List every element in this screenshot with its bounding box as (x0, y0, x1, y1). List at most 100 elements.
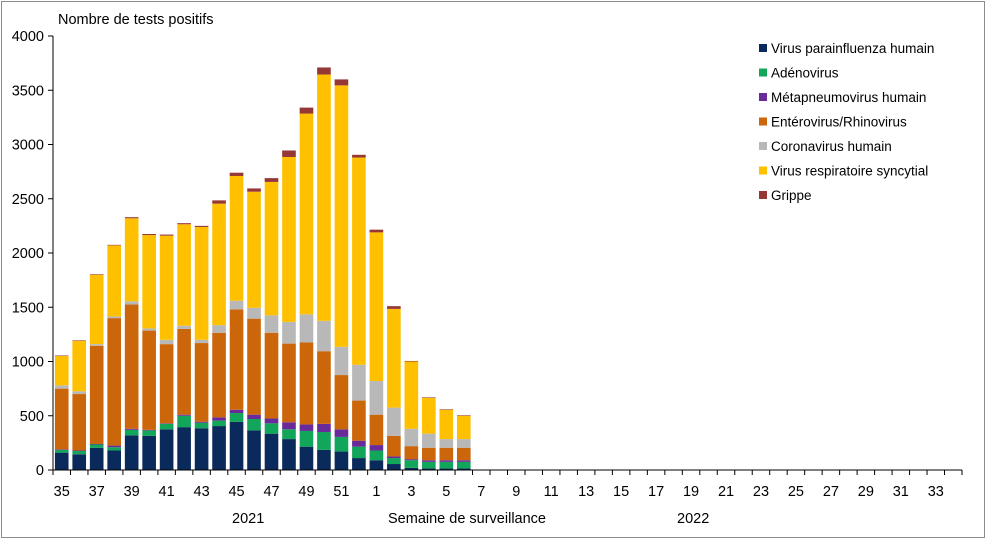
bar-segment-s1-w45 (229, 413, 244, 422)
legend-label: Virus parainfluenza humain (771, 41, 934, 56)
bar-segment-s1-w48 (282, 429, 296, 440)
bar-segment-s6-w5 (439, 409, 454, 410)
bar-segment-s1-w40 (142, 430, 156, 436)
x-tick-label: 11 (544, 484, 559, 500)
bar-segment-s2-w47 (264, 418, 279, 424)
bar-segment-s4-w50 (317, 320, 331, 352)
bar-segment-s2-w38 (107, 445, 121, 448)
x-tick-label: 3 (407, 484, 415, 500)
bar-segment-s3-w40 (142, 330, 156, 430)
bar-segment-s2-w39 (124, 428, 139, 430)
x-axis-title: Semaine de surveillance (388, 511, 546, 527)
bar-segment-s1-w38 (107, 447, 121, 451)
bar-segment-s5-w38 (107, 245, 121, 317)
bar-segment-s2-w50 (317, 423, 331, 433)
bar-segment-s1-w51 (334, 436, 349, 452)
bar-segment-s3-w41 (159, 344, 174, 424)
bar-segment-s2-w41 (159, 423, 174, 424)
bar-segment-s4-w51 (334, 346, 349, 376)
bars-layer (54, 67, 471, 470)
bar-segment-s3-w38 (107, 318, 121, 446)
bar-segment-s4-w44 (212, 325, 226, 333)
bar-segment-s5-w43 (194, 226, 209, 340)
x-tick-label: 1 (372, 484, 380, 500)
y-tick-label: 3000 (12, 138, 44, 154)
bar-segment-s5-w1 (369, 232, 384, 382)
x-tick-label: 31 (893, 484, 909, 500)
y-tick-label: 3500 (12, 83, 44, 99)
bar-segment-s2-w45 (229, 409, 244, 414)
bar-segment-s6-w1 (369, 229, 384, 233)
bar-segment-s4-w38 (107, 316, 121, 319)
bar-segment-s4-w36 (72, 391, 87, 395)
x-tick-label: 51 (333, 484, 349, 500)
legend-label: Adénovirus (771, 66, 839, 81)
x-tick-label: 21 (718, 484, 734, 500)
bar-segment-s6-w35 (54, 355, 69, 357)
bar-segment-s6-w47 (264, 178, 279, 182)
bar-segment-s3-w5 (439, 447, 454, 461)
bar-segment-s4-w37 (89, 344, 104, 346)
bar-segment-s2-w1 (369, 445, 384, 451)
bar-segment-s3-w35 (54, 388, 69, 450)
bar-segment-s0-w3 (404, 467, 419, 470)
bar-segment-s2-w37 (89, 443, 104, 445)
bar-segment-s0-w5 (439, 468, 454, 470)
y-tick-label: 2000 (12, 246, 44, 262)
x-tick-label: 43 (194, 484, 210, 500)
bar-segment-s2-w36 (72, 450, 87, 452)
bar-segment-s1-w36 (72, 451, 87, 455)
bar-segment-s0-w36 (72, 454, 87, 470)
bar-segment-s5-w44 (212, 203, 226, 326)
y-tick-label: 4000 (12, 29, 44, 45)
bar-segment-s2-w3 (404, 459, 419, 461)
bar-segment-s1-w43 (194, 422, 209, 429)
bar-segment-s3-w48 (282, 343, 296, 423)
y-tick-label: 2500 (12, 192, 44, 208)
bar-segment-s6-w48 (282, 150, 296, 157)
x-tick-label: 25 (788, 484, 804, 500)
bar-segment-s4-w47 (264, 315, 279, 333)
bar-segment-s5-w52 (352, 157, 366, 365)
x-tick-labels: 35 37 39 41 43 45 47 49 51 1 3 5 7 9 11 13 15 17 19 21 23 25 2… (54, 484, 944, 500)
bar-segment-s2-w52 (352, 440, 366, 447)
bar-segment-s5-w51 (334, 85, 349, 347)
y-tick-label: 500 (20, 409, 44, 425)
bar-segment-s3-w44 (212, 332, 226, 418)
bar-segment-s5-w47 (264, 181, 279, 316)
bar-segment-s6-w46 (247, 188, 261, 192)
y-tick-labels: 0 500 1000 1500 2000 2500 3000 3500 4000 (12, 29, 44, 479)
bar-segment-s1-w4 (422, 461, 436, 469)
bar-segment-s3-w42 (177, 328, 191, 415)
bar-segment-s4-w42 (177, 325, 191, 329)
legend-swatch (759, 191, 767, 199)
legend: Virus parainfluenza humain Adénovirus Méta… (759, 41, 934, 203)
bar-segment-s5-w35 (54, 356, 69, 386)
x-tick-label: 35 (54, 484, 70, 500)
bar-segment-s4-w40 (142, 328, 156, 331)
bar-segment-s2-w2 (387, 456, 401, 459)
legend-swatch (759, 142, 767, 150)
bar-segment-s4-w43 (194, 339, 209, 344)
bar-segment-s3-w6 (456, 447, 471, 461)
legend-swatch (759, 93, 767, 101)
bar-segment-s0-w41 (159, 429, 174, 470)
bar-segment-s4-w3 (404, 428, 419, 447)
bar-segment-s6-w52 (352, 154, 366, 158)
bar-segment-s6-w51 (334, 79, 349, 86)
bar-segment-s5-w2 (387, 308, 401, 408)
x-tick-label: 9 (512, 484, 520, 500)
bar-segment-s4-w49 (299, 314, 314, 343)
year-label-2021: 2021 (232, 511, 264, 527)
x-tick-label: 29 (858, 484, 874, 500)
bar-segment-s2-w46 (247, 414, 261, 420)
year-label-2022: 2022 (677, 511, 709, 527)
bar-segment-s0-w49 (299, 446, 314, 470)
bar-segment-s1-w39 (124, 429, 139, 436)
legend-swatch (759, 117, 767, 126)
bar-segment-s2-w43 (194, 421, 209, 423)
bar-segment-s0-w50 (317, 449, 331, 470)
x-tick-label: 41 (159, 484, 175, 500)
bar-segment-s6-w42 (177, 223, 191, 225)
